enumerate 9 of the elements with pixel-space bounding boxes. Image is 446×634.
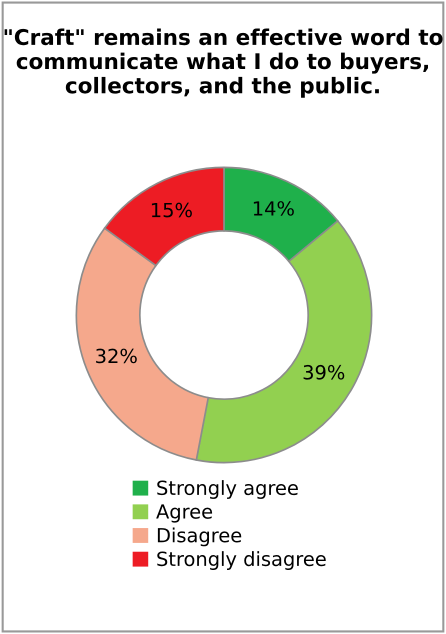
- legend-label: Disagree: [158, 527, 242, 546]
- data-label: 39%: [304, 364, 344, 380]
- data-label: 14%: [254, 201, 294, 216]
- chart-title: "Craft" remains an effective word to communicate what I do to buyers, collectors, and the public.: [4, 28, 442, 98]
- data-label: 15%: [152, 202, 192, 218]
- legend-label: Strongly agree: [157, 480, 298, 499]
- data-label: 32%: [96, 348, 137, 364]
- legend-label: Agree: [156, 504, 212, 523]
- legend-label: Strongly disagree: [157, 551, 326, 570]
